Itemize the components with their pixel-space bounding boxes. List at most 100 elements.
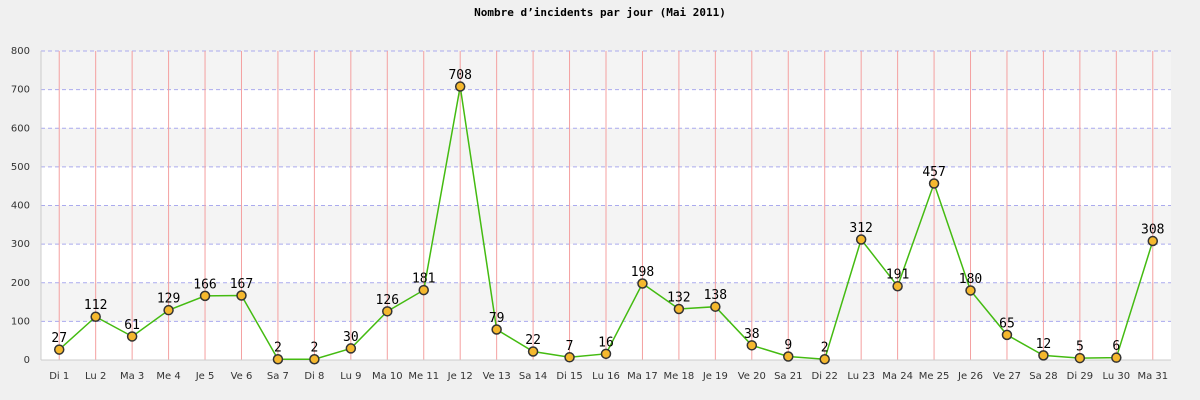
marker: [783, 351, 794, 362]
marker: [600, 348, 612, 360]
value-label: 312: [849, 221, 872, 236]
marker: [345, 343, 357, 354]
value-label: 9: [784, 338, 792, 353]
x-tick-label: Me 25: [919, 371, 950, 382]
y-tick-label: 700: [11, 85, 30, 96]
value-label: 308: [1141, 223, 1164, 238]
x-tick-label: Me 4: [156, 371, 180, 382]
value-label: 27: [51, 331, 67, 346]
marker: [272, 353, 284, 365]
value-label: 12: [1036, 337, 1052, 352]
value-label: 2: [274, 341, 282, 356]
y-tick-label: 300: [11, 239, 30, 250]
x-tick-label: Ma 17: [627, 371, 658, 382]
x-tick-label: Me 11: [408, 371, 439, 382]
value-label: 5: [1076, 340, 1084, 355]
value-label: 61: [124, 318, 140, 333]
y-tick-label: 100: [11, 316, 30, 327]
value-label: 138: [704, 288, 727, 303]
marker: [746, 340, 758, 351]
x-tick-label: Me 18: [664, 371, 695, 382]
value-label: 198: [631, 265, 654, 280]
x-tick-label: Di 29: [1067, 371, 1093, 382]
x-tick-label: Sa 7: [267, 371, 289, 382]
marker: [564, 352, 575, 363]
marker: [491, 324, 502, 335]
value-label: 38: [744, 327, 760, 342]
y-tick-label: 400: [11, 201, 30, 212]
x-tick-label: Lu 9: [340, 371, 361, 382]
y-tick-label: 500: [11, 162, 30, 173]
value-label: 7: [566, 339, 574, 354]
x-tick-label: Je 19: [702, 371, 728, 382]
x-tick-label: Lu 23: [847, 371, 875, 382]
value-label: 2: [821, 341, 829, 356]
marker: [199, 290, 211, 302]
y-tick-label: 0: [24, 355, 30, 366]
x-tick-label: Sa 28: [1029, 371, 1057, 382]
marker: [855, 234, 867, 245]
marker: [454, 81, 466, 92]
marker: [418, 284, 429, 296]
value-label: 30: [343, 330, 359, 345]
value-label: 65: [999, 316, 1015, 331]
value-label: 6: [1112, 339, 1120, 354]
x-tick-label: Ma 31: [1137, 371, 1168, 382]
x-tick-label: Ve 6: [231, 371, 253, 382]
x-tick-label: Di 1: [49, 371, 69, 382]
value-label: 16: [598, 335, 614, 350]
x-tick-label: Sa 14: [519, 371, 547, 382]
x-tick-label: Je 26: [957, 371, 983, 382]
value-label: 126: [376, 293, 399, 308]
marker: [309, 353, 320, 365]
marker: [1111, 352, 1122, 363]
value-label: 112: [84, 298, 107, 313]
chart-title: Nombre d’incidents par jour (Mai 2011): [474, 6, 726, 19]
marker: [53, 344, 65, 355]
marker: [1001, 329, 1013, 341]
marker: [673, 303, 685, 315]
value-label: 167: [230, 277, 253, 292]
marker: [928, 178, 940, 189]
x-tick-label: Ma 3: [120, 371, 144, 382]
value-label: 166: [193, 277, 216, 292]
y-tick-label: 200: [11, 278, 30, 289]
x-tick-label: Je 12: [447, 371, 473, 382]
marker: [163, 304, 174, 316]
x-tick-label: Ma 24: [882, 371, 913, 382]
marker: [382, 306, 393, 317]
x-tick-label: Di 22: [812, 371, 838, 382]
value-label: 708: [448, 68, 471, 83]
x-tick-label: Di 8: [304, 371, 324, 382]
marker: [1147, 235, 1159, 247]
marker: [710, 301, 721, 312]
x-tick-label: Lu 16: [592, 371, 620, 382]
x-tick-label: Di 15: [556, 371, 582, 382]
marker: [965, 285, 976, 296]
marker: [126, 331, 138, 342]
x-tick-label: Ve 27: [993, 371, 1021, 382]
value-label: 132: [667, 291, 690, 306]
value-label: 457: [922, 165, 945, 180]
value-label: 22: [525, 333, 541, 348]
x-tick-label: Je 5: [195, 371, 215, 382]
marker: [527, 346, 539, 357]
x-tick-label: Ve 20: [738, 371, 766, 382]
value-label: 180: [959, 272, 982, 287]
value-label: 191: [886, 268, 909, 283]
value-label: 129: [157, 292, 180, 307]
x-tick-label: Lu 2: [85, 371, 106, 382]
x-tick-label: Sa 21: [774, 371, 802, 382]
y-tick-label: 600: [11, 123, 30, 134]
x-tick-label: Ve 13: [483, 371, 511, 382]
marker: [892, 280, 903, 292]
value-label: 181: [412, 272, 435, 287]
x-tick-label: Ma 10: [372, 371, 403, 382]
marker: [819, 353, 830, 365]
marker: [90, 311, 101, 322]
x-tick-label: Lu 30: [1103, 371, 1131, 382]
y-tick-label: 800: [11, 46, 30, 57]
marker: [637, 278, 648, 289]
value-label: 79: [489, 311, 505, 326]
